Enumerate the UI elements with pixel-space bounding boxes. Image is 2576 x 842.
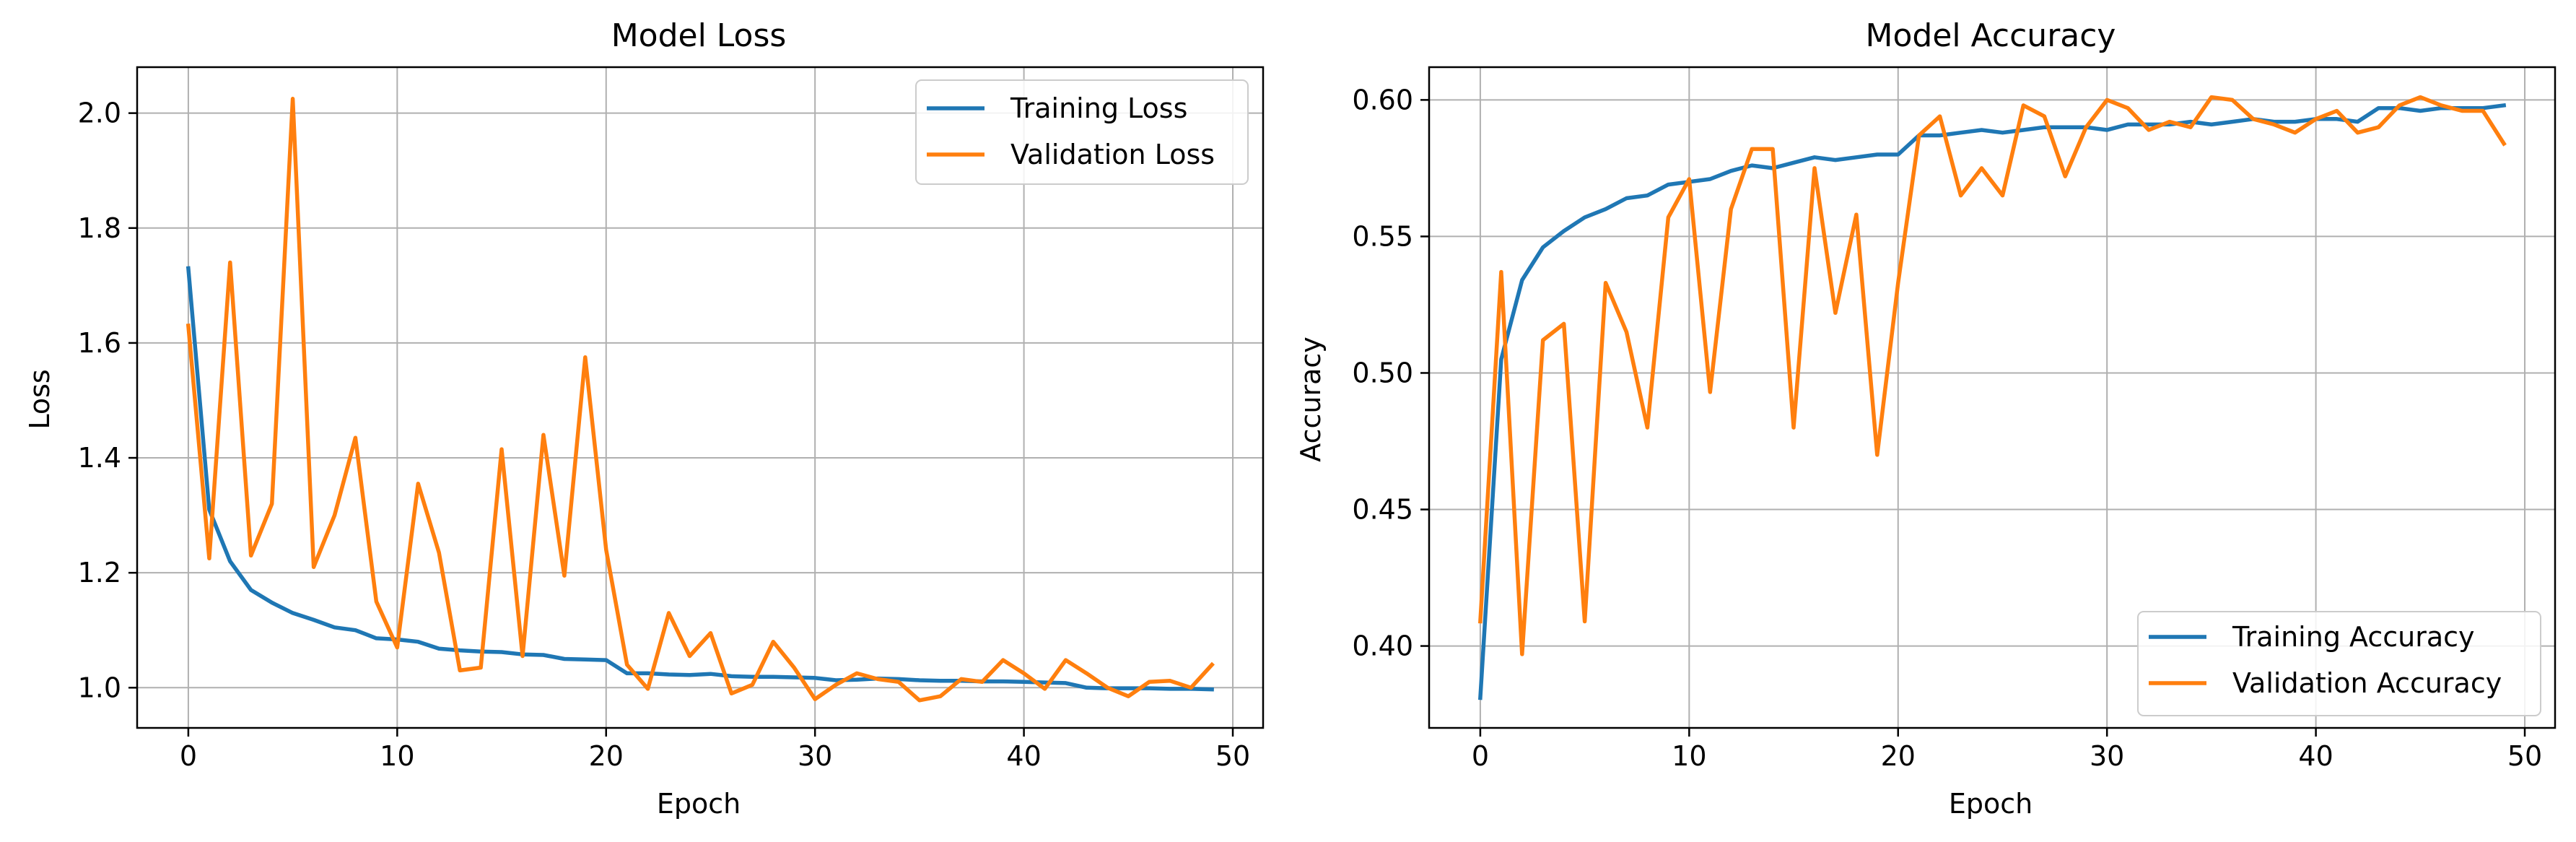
loss-y-tick-label: 1.8 [78,212,121,244]
legend-label-training-accuracy: Training Accuracy [2232,621,2475,653]
accuracy-y-tick-label: 0.40 [1352,630,1413,662]
accuracy-legend: Training Accuracy Validation Accuracy [2137,611,2541,716]
accuracy-x-tick-label: 40 [2298,740,2333,772]
accuracy-axis-ticks: 0 10 20 30 40 50 0.40 0.45 0.50 0.55 0.60 [1352,84,2542,772]
accuracy-x-tick-label: 10 [1672,740,1706,772]
loss-y-tick-label: 1.0 [78,672,121,703]
accuracy-chart-title: Model Accuracy [1866,17,2116,54]
loss-series-lines [185,97,1215,703]
loss-x-axis-label: Epoch [657,788,741,820]
accuracy-x-axis-label: Epoch [1949,788,2033,820]
loss-x-tick-label: 0 [180,740,197,772]
loss-x-tick-label: 20 [589,740,624,772]
accuracy-y-axis-label: Accuracy [1295,337,1327,462]
accuracy-legend-box [2137,611,2541,716]
loss-y-tick-label: 2.0 [78,97,121,129]
loss-axis-ticks: 0 10 20 30 40 50 1.0 1.2 1.4 1.6 1.8 2.0 [78,97,1251,772]
legend-label-validation-accuracy: Validation Accuracy [2232,667,2502,699]
accuracy-y-tick-label: 0.55 [1352,220,1413,252]
loss-panel: Model Loss Epoch Loss 0 10 20 30 40 50 1.0 1.2 1… [24,17,1265,820]
loss-chart-title: Model Loss [611,17,787,54]
accuracy-x-tick-label: 30 [2090,740,2124,772]
loss-plot-frame [136,66,1265,729]
loss-y-tick-label: 1.2 [78,557,121,589]
accuracy-plot-frame [1428,66,2557,729]
accuracy-y-tick-label: 0.50 [1352,357,1413,389]
legend-label-validation-loss: Validation Loss [1010,139,1215,170]
loss-x-tick-label: 40 [1006,740,1041,772]
accuracy-series-lines [1477,95,2507,700]
accuracy-x-tick-label: 20 [1881,740,1916,772]
series-line-training-accuracy [1477,103,2507,700]
accuracy-x-tick-label: 0 [1472,740,1489,772]
series-line-validation-accuracy [1477,95,2507,656]
loss-y-axis-label: Loss [24,369,56,429]
accuracy-y-tick-label: 0.45 [1352,494,1413,526]
accuracy-y-tick-label: 0.60 [1352,84,1413,116]
series-line-validation-loss [185,97,1215,703]
loss-gridlines [137,67,1263,728]
accuracy-panel: Model Accuracy Epoch Accuracy 0 10 20 30 40 5… [1295,17,2557,820]
accuracy-x-tick-label: 50 [2507,740,2542,772]
loss-y-tick-label: 1.4 [78,442,121,474]
loss-x-tick-label: 30 [798,740,832,772]
loss-x-tick-label: 50 [1215,740,1250,772]
loss-x-tick-label: 10 [380,740,414,772]
series-line-training-loss [185,266,1214,692]
loss-legend: Training Loss Validation Loss [915,79,1249,185]
loss-legend-box [915,79,1249,185]
legend-label-training-loss: Training Loss [1010,92,1187,124]
loss-y-tick-label: 1.6 [78,327,121,359]
